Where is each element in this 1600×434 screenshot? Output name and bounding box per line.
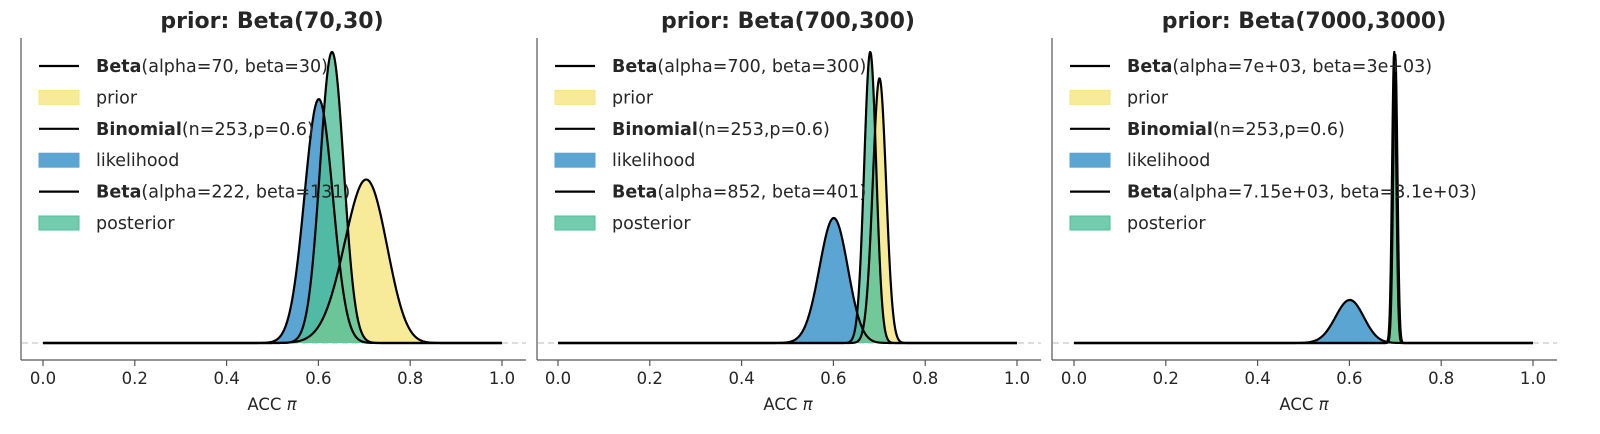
- x-tick-label: 0.2: [122, 369, 148, 388]
- prior-curve: [557, 77, 1018, 345]
- likelihood-legend-swatch: [554, 152, 596, 168]
- chart-title: prior: Beta(7000,3000): [1162, 9, 1447, 34]
- chart-title: prior: Beta(700,300): [661, 9, 915, 34]
- legend-label: prior: [96, 88, 138, 108]
- x-tick-label: 0.0: [1061, 369, 1087, 388]
- panel-1: prior: Beta(70,30) 0.0 0.2 0.4 0.6 0.8 1.0 ACC …: [20, 9, 526, 414]
- prior-legend-swatch: [554, 89, 596, 105]
- legend-label: prior: [612, 88, 654, 108]
- legend-label-text: (alpha=852, beta=401): [657, 183, 866, 203]
- x-tick-label: 0.2: [1153, 369, 1179, 388]
- legend-label-bold: Beta: [1127, 57, 1172, 77]
- legend-label: Binomial(n=253,p=0.6): [96, 120, 314, 140]
- x-tick-label: 0.8: [1428, 369, 1454, 388]
- legend-label: prior: [1127, 88, 1169, 108]
- legend-label-bold: Binomial: [96, 120, 182, 140]
- posterior-curve: [42, 50, 503, 345]
- x-axis-label: ACC π: [763, 395, 813, 414]
- x-tick-label: 0.4: [1244, 369, 1270, 388]
- legend-label: Beta(alpha=700, beta=300): [612, 57, 866, 77]
- x-axis-symbol: π: [1319, 395, 1330, 414]
- panel-2: prior: Beta(700,300) 0.0 0.2 0.4 0.6 0.8 1.0 AC…: [536, 9, 1041, 414]
- posterior-curve: [557, 50, 1018, 345]
- posterior-legend-swatch: [38, 215, 80, 231]
- legend-label: likelihood: [1127, 151, 1210, 171]
- x-tick-label: 0.4: [213, 369, 239, 388]
- legend-label-text: likelihood: [612, 151, 695, 171]
- likelihood-curve: [557, 216, 1018, 345]
- legend-label-text: (alpha=7e+03, beta=3e+03): [1172, 57, 1432, 77]
- legend-label-text: prior: [1127, 88, 1169, 108]
- legend-label-text: (alpha=7.15e+03, beta=3.1e+03): [1172, 183, 1476, 203]
- legend-label: Binomial(n=253,p=0.6): [612, 120, 830, 140]
- legend-label: Beta(alpha=7e+03, beta=3e+03): [1127, 57, 1432, 77]
- legend-label: Binomial(n=253,p=0.6): [1127, 120, 1345, 140]
- prior-legend-swatch: [38, 89, 80, 105]
- x-tick-label: 0.8: [397, 369, 423, 388]
- chart-title: prior: Beta(70,30): [160, 9, 383, 34]
- legend: Beta(alpha=70, beta=30)priorBinomial(n=2…: [38, 57, 350, 234]
- legend-label: posterior: [96, 214, 175, 234]
- legend-label-text: likelihood: [96, 151, 179, 171]
- legend-label-text: (n=253,p=0.6): [182, 120, 314, 140]
- likelihood-legend-swatch: [38, 152, 80, 168]
- x-tick-label: 1.0: [1520, 369, 1546, 388]
- x-tick-label: 0.4: [728, 369, 754, 388]
- legend-label-text: posterior: [612, 214, 691, 234]
- prior-area: [558, 78, 1017, 344]
- panel-3: prior: Beta(7000,3000) 0.0 0.2 0.4 0.6 0.8 1.0…: [1051, 9, 1557, 414]
- legend-label-text: likelihood: [1127, 151, 1210, 171]
- legend-label: posterior: [612, 214, 691, 234]
- x-axis-label: ACC π: [1279, 395, 1329, 414]
- legend-label: Beta(alpha=222, beta=131): [96, 183, 350, 203]
- x-axis-label: ACC π: [247, 395, 297, 414]
- legend-label-bold: Beta: [612, 57, 657, 77]
- legend-label: Beta(alpha=70, beta=30): [96, 57, 328, 77]
- likelihood-area: [558, 218, 1017, 343]
- legend-label: likelihood: [612, 151, 695, 171]
- legend-label-text: posterior: [1127, 214, 1206, 234]
- x-tick-label: 1.0: [1004, 369, 1030, 388]
- legend-label-text: posterior: [96, 214, 175, 234]
- legend-label-text: (alpha=222, beta=131): [141, 183, 350, 203]
- x-tick-label: 0.6: [820, 369, 846, 388]
- legend-label: Beta(alpha=7.15e+03, beta=3.1e+03): [1127, 183, 1477, 203]
- posterior-legend-swatch: [554, 215, 596, 231]
- posterior-legend-swatch: [1069, 215, 1111, 231]
- legend-label-bold: Beta: [96, 57, 141, 77]
- legend-label-text: (n=253,p=0.6): [698, 120, 830, 140]
- x-axis-symbol: π: [803, 395, 814, 414]
- likelihood-area: [1074, 299, 1533, 343]
- legend-label-bold: Binomial: [612, 120, 698, 140]
- prior-area: [43, 179, 502, 343]
- legend: Beta(alpha=700, beta=300)priorBinomial(n…: [554, 57, 866, 234]
- legend-label: posterior: [1127, 214, 1206, 234]
- x-tick-label: 0.6: [305, 369, 331, 388]
- x-axis-symbol: π: [287, 395, 298, 414]
- x-tick-label: 0.8: [912, 369, 938, 388]
- legend-label-text: (alpha=700, beta=300): [657, 57, 866, 77]
- prior-legend-swatch: [1069, 89, 1111, 105]
- x-tick-label: 0.2: [637, 369, 663, 388]
- legend-label-bold: Beta: [96, 183, 141, 203]
- x-tick-label: 1.0: [489, 369, 515, 388]
- legend-label: Beta(alpha=852, beta=401): [612, 183, 866, 203]
- x-tick-label: 0.0: [30, 369, 56, 388]
- legend-label-text: prior: [96, 88, 138, 108]
- legend-label-text: (alpha=70, beta=30): [141, 57, 328, 77]
- x-tick-label: 0.0: [545, 369, 571, 388]
- likelihood-curve: [1073, 298, 1534, 345]
- legend-label-bold: Binomial: [1127, 120, 1213, 140]
- x-tick-label: 0.6: [1336, 369, 1362, 388]
- legend-label: likelihood: [96, 151, 179, 171]
- legend: Beta(alpha=7e+03, beta=3e+03)priorBinomi…: [1069, 57, 1477, 234]
- prior-curve: [42, 178, 503, 345]
- legend-label-text: (n=253,p=0.6): [1213, 120, 1345, 140]
- posterior-curve: [1073, 50, 1534, 345]
- legend-label-bold: Beta: [1127, 183, 1172, 203]
- likelihood-legend-swatch: [1069, 152, 1111, 168]
- legend-label-text: prior: [612, 88, 654, 108]
- legend-label-bold: Beta: [612, 183, 657, 203]
